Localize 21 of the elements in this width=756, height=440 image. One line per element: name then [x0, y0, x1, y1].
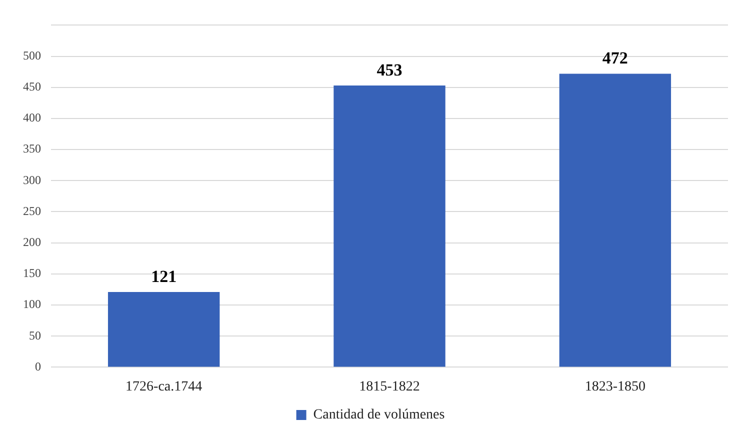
y-tick-label: 450 — [23, 80, 41, 94]
legend-label: Cantidad de volúmenes — [313, 408, 445, 423]
data-label: 453 — [376, 60, 402, 80]
y-tick-label: 50 — [29, 328, 41, 342]
y-tick-label: 0 — [35, 359, 41, 374]
x-tick-label: 1726-ca.1744 — [126, 379, 202, 394]
y-tick-label: 150 — [23, 266, 41, 280]
y-tick-label: 250 — [23, 204, 41, 218]
y-tick-label: 500 — [23, 48, 41, 62]
y-tick-label: 400 — [23, 110, 41, 125]
bar — [334, 86, 446, 367]
y-tick-label: 100 — [23, 297, 41, 312]
y-tick-label: 200 — [23, 234, 41, 249]
x-tick-label: 1823-1850 — [584, 379, 646, 394]
x-tick-label: 1815-1822 — [359, 379, 420, 394]
y-tick-label: 350 — [23, 142, 41, 156]
data-label: 472 — [602, 48, 628, 68]
y-tick-label: 300 — [23, 172, 41, 187]
data-label: 121 — [151, 266, 177, 286]
bar — [559, 74, 672, 367]
bar — [108, 292, 220, 367]
